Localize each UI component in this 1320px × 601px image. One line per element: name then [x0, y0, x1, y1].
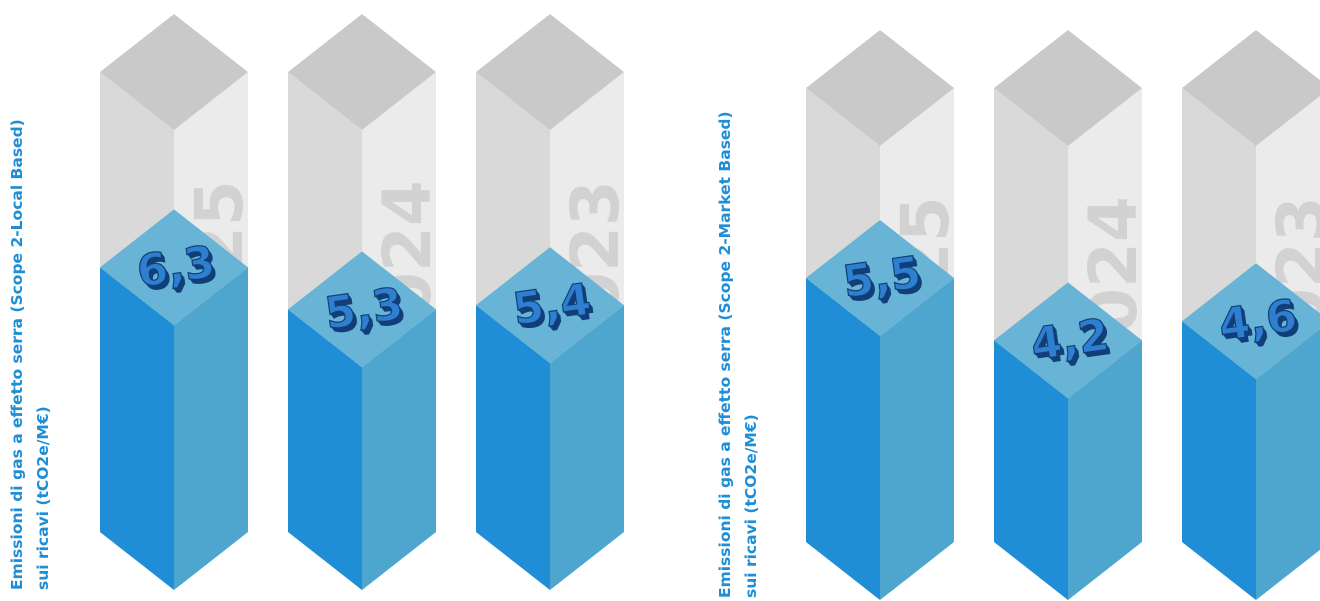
- bar-value-label-group: 5,55,55,55,55,55,5: [839, 246, 928, 312]
- bar-value-top-face: [100, 209, 248, 326]
- bar-glass-top-face: [994, 30, 1142, 146]
- chart-ylabel-line2: sui ricavi (tCO2e/M€): [742, 414, 760, 598]
- bar-value-label-depth: 6,3: [135, 237, 219, 298]
- bar-value-label-depth: 4,2: [1032, 314, 1116, 375]
- bar-value-label-depth: 5,4: [511, 275, 595, 336]
- bar-value-label-depth: 6,3: [136, 239, 220, 300]
- bar-value-label-depth: 6,3: [135, 238, 219, 299]
- bar-glass-top-face: [100, 14, 248, 130]
- bar-value-label-depth: 4,2: [1029, 310, 1113, 371]
- bar-glass-top-face: [806, 30, 954, 146]
- bar-value-left-face: [288, 309, 362, 590]
- bar-value-label-depth: 5,3: [323, 279, 407, 340]
- bar-value-label-depth: 5,4: [512, 277, 596, 338]
- bar-value-label-depth: 5,5: [843, 251, 927, 312]
- bar-value-label-depth: 4,6: [1220, 295, 1304, 356]
- bar-value-label-depth: 5,3: [324, 281, 408, 342]
- bars-group: 20255,55,55,55,55,55,520244,24,24,24,24,…: [806, 30, 1320, 600]
- bar-value-right-face: [1256, 329, 1320, 600]
- bar-value-label: 5,5: [840, 247, 924, 308]
- bar-value-label: 4,6: [1216, 290, 1300, 351]
- bar-value-left-face: [994, 340, 1068, 600]
- chart-ylabel-line2: sui ricavi (tCO2e/M€): [34, 406, 52, 590]
- bar-value-label-depth: 5,3: [325, 282, 409, 343]
- bar-value-label-depth: 5,5: [841, 249, 925, 310]
- bar-value-top-face: [1182, 263, 1320, 380]
- bar-glass-top-face: [288, 14, 436, 130]
- bar-value-label-depth: 4,6: [1217, 292, 1301, 353]
- bar-value-right-face: [174, 267, 248, 590]
- bar-value-label-depth: 4,6: [1219, 294, 1303, 355]
- bar-value-label-depth: 5,5: [841, 248, 925, 309]
- bar-value-label-group: 5,35,35,35,35,35,3: [321, 278, 410, 344]
- bar-value-label-depth: 4,6: [1217, 291, 1301, 352]
- bar-2025: 20256,36,36,36,36,36,3: [100, 14, 258, 590]
- bar-value-label-depth: 5,3: [326, 283, 410, 344]
- bar-glass-top-face: [1182, 30, 1320, 146]
- bars-group: 20256,36,36,36,36,36,320245,35,35,35,35,…: [100, 14, 634, 590]
- bar-value-label-depth: 5,3: [323, 280, 407, 341]
- bar-value-label-depth: 5,4: [514, 279, 598, 340]
- bar-value-right-face: [880, 278, 954, 600]
- bar-value-label-depth: 4,2: [1029, 311, 1113, 372]
- bar-value-top-face: [288, 251, 436, 368]
- bar-value-label-group: 6,36,36,36,36,36,3: [133, 236, 222, 302]
- chart-local-based: Emissioni di gas a effetto serra (Scope …: [8, 14, 634, 590]
- bar-value-label: 4,2: [1028, 309, 1112, 370]
- bar-value-label-group: 4,24,24,24,24,24,2: [1027, 309, 1116, 375]
- bar-value-top-face: [806, 220, 954, 336]
- bar-value-label-depth: 5,4: [513, 278, 597, 339]
- bar-value-label-depth: 5,4: [511, 276, 595, 337]
- bar-value-label: 6,3: [134, 236, 218, 297]
- bar-value-right-face: [362, 309, 436, 590]
- bar-value-left-face: [806, 278, 880, 600]
- bar-value-right-face: [550, 305, 624, 590]
- bar-value-label-depth: 4,2: [1031, 313, 1115, 374]
- bar-2025: 20255,55,55,55,55,55,5: [806, 30, 964, 600]
- bar-value-label-depth: 4,2: [1030, 312, 1114, 373]
- bar-value-label-depth: 4,6: [1218, 293, 1302, 354]
- bar-value-label: 5,4: [510, 274, 594, 335]
- bar-value-left-face: [100, 267, 174, 590]
- bar-value-left-face: [1182, 321, 1256, 600]
- bar-value-label: 5,3: [322, 278, 406, 339]
- bar-value-label-depth: 5,5: [844, 251, 928, 312]
- chart-market-based: Emissioni di gas a effetto serra (Scope …: [716, 30, 1320, 600]
- bar-value-label-depth: 5,5: [842, 250, 926, 311]
- bar-value-label-group: 4,64,64,64,64,64,6: [1215, 290, 1304, 356]
- chart-ylabel-line1: Emissioni di gas a effetto serra (Scope …: [716, 111, 734, 598]
- bar-glass-top-face: [476, 14, 624, 130]
- bar-value-label-depth: 6,3: [137, 240, 221, 301]
- bar-value-right-face: [1068, 340, 1142, 600]
- bar-value-label-group: 5,45,45,45,45,45,4: [509, 274, 598, 340]
- bar-value-label-depth: 6,3: [138, 241, 222, 302]
- chart-ylabel-line1: Emissioni di gas a effetto serra (Scope …: [8, 119, 26, 590]
- bar-value-left-face: [476, 305, 550, 590]
- bar-value-top-face: [994, 282, 1142, 399]
- bar-value-top-face: [476, 247, 624, 364]
